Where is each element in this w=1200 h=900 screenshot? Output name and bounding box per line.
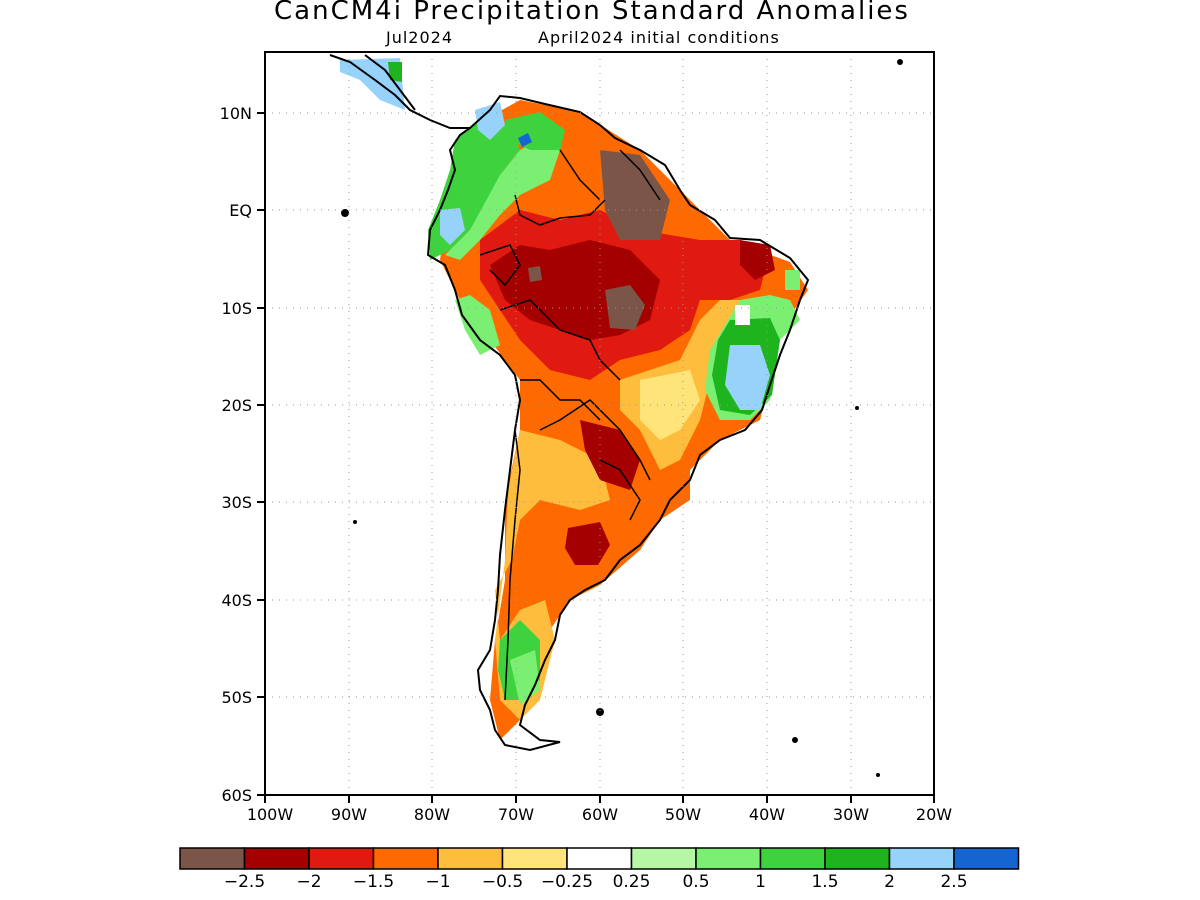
legend-label: −1.5 xyxy=(353,872,394,892)
color-legend-labels: −2.5 −2 −1.5 −1 −0.5 −0.25 0.25 0.5 1 1.5 2 2.5 xyxy=(224,872,968,892)
lon-label-70w: 70W xyxy=(498,805,534,824)
grid-lines xyxy=(265,52,934,795)
anomaly-field-blue-caribbean xyxy=(475,102,505,140)
target-month-label: Jul2024 xyxy=(386,28,454,47)
lat-label-50s: 50S xyxy=(221,688,252,707)
lat-label-40s: 40S xyxy=(221,591,252,610)
legend-swatch xyxy=(243,847,310,870)
legend-swatch xyxy=(566,847,633,870)
central-america-coastline-north xyxy=(364,54,416,111)
anomaly-field-white-brazil xyxy=(735,305,750,325)
longitude-labels: 100W 90W 80W 70W 60W 50W 40W 30W 20W xyxy=(247,805,952,824)
legend-swatch xyxy=(953,847,1020,870)
lon-label-40w: 40W xyxy=(749,805,785,824)
legend-swatch xyxy=(179,847,246,870)
falkland-islands xyxy=(596,708,604,716)
legend-label: −1 xyxy=(425,872,450,892)
trindade-island xyxy=(855,406,859,410)
legend-label: −0.5 xyxy=(482,872,523,892)
islands xyxy=(341,59,903,777)
anomaly-field-brown-north xyxy=(600,150,670,240)
legend-swatch xyxy=(308,847,375,870)
lat-label-10n: 10N xyxy=(220,104,252,123)
latitude-labels: 10N EQ 10S 20S 30S 40S 50S 60S xyxy=(220,104,252,805)
anomaly-field-darkblue-spot xyxy=(518,133,532,147)
lon-label-50w: 50W xyxy=(665,805,701,824)
tick-marks xyxy=(257,112,935,803)
anomaly-field-yellow-east xyxy=(640,370,700,440)
color-legend xyxy=(179,847,1020,870)
lat-label-20s: 20S xyxy=(221,396,252,415)
anomaly-field-brown-central xyxy=(605,285,645,330)
south-america-coastline xyxy=(426,94,810,752)
legend-label: −2 xyxy=(296,872,321,892)
anomaly-field-dark-red-argentina xyxy=(565,522,610,565)
cape-verde-islands xyxy=(897,59,903,65)
legend-swatch xyxy=(695,847,762,870)
south-georgia xyxy=(792,737,798,743)
south-sandwich-islands xyxy=(876,773,880,777)
anomaly-field-central-america-blue xyxy=(340,58,405,110)
legend-label: 0.25 xyxy=(613,872,651,892)
legend-swatch xyxy=(437,847,504,870)
legend-label: 1.5 xyxy=(811,872,838,892)
anomaly-fields xyxy=(340,58,808,740)
legend-swatch xyxy=(630,847,697,870)
legend-swatch xyxy=(888,847,955,870)
lon-label-100w: 100W xyxy=(247,805,294,824)
country-borders xyxy=(479,149,661,701)
lat-label-10s: 10S xyxy=(221,299,252,318)
legend-label: 2.5 xyxy=(940,872,967,892)
anomaly-field-light-green-ne-tip xyxy=(785,270,800,290)
lon-label-90w: 90W xyxy=(331,805,367,824)
anomaly-field-light-green-colombia xyxy=(445,140,560,260)
central-america-coastline xyxy=(329,54,470,129)
initial-conditions-label: April2024 initial conditions xyxy=(538,28,780,47)
anomaly-field-peru-green xyxy=(455,295,500,355)
legend-label: 2 xyxy=(884,872,895,892)
anomaly-field-blue-ecuador xyxy=(440,208,465,245)
legend-swatch xyxy=(824,847,891,870)
legend-label: −2.5 xyxy=(224,872,265,892)
galapagos-islands xyxy=(341,209,349,217)
coastlines xyxy=(329,54,810,752)
lon-label-60w: 60W xyxy=(582,805,618,824)
lat-label-eq: EQ xyxy=(229,201,252,220)
map-title: CanCM4i Precipitation Standard Anomalies xyxy=(274,0,910,26)
juan-fernandez-island xyxy=(353,520,357,524)
lon-label-30w: 30W xyxy=(833,805,869,824)
legend-swatch xyxy=(372,847,439,870)
anomaly-field-brown-nw xyxy=(528,266,542,282)
anomaly-field-central-america-green xyxy=(388,62,402,82)
anomaly-field-blue-brazil xyxy=(725,345,770,410)
legend-label: −0.25 xyxy=(541,872,593,892)
legend-label: 1 xyxy=(755,872,766,892)
lat-label-30s: 30S xyxy=(221,493,252,512)
lat-label-60s: 60S xyxy=(221,786,252,805)
legend-swatch xyxy=(501,847,568,870)
lon-label-80w: 80W xyxy=(414,805,450,824)
lon-label-20w: 20W xyxy=(916,805,952,824)
legend-label: 0.5 xyxy=(682,872,709,892)
anomaly-field-dark-red-ne xyxy=(740,240,775,280)
legend-swatch xyxy=(759,847,826,870)
